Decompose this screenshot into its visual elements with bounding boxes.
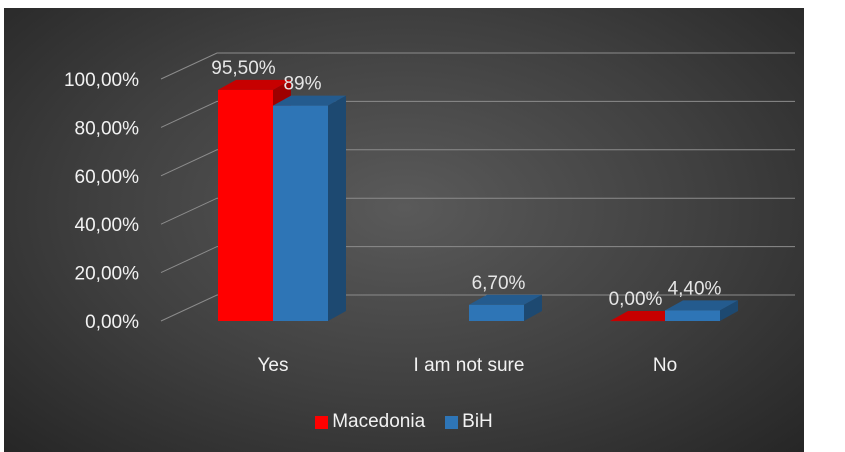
- legend-label-bih: BiH: [462, 411, 493, 432]
- y-tick-label: 40,00%: [75, 215, 140, 236]
- bar-top: [610, 311, 683, 321]
- x-tick-label: Yes: [258, 355, 289, 376]
- y-tick-label: 100,00%: [64, 70, 139, 91]
- gridline: [160, 149, 795, 177]
- bar: [273, 105, 328, 322]
- y-tick-label: 60,00%: [75, 167, 140, 188]
- gridline: [160, 100, 795, 128]
- data-label: 0,00%: [609, 289, 663, 310]
- bar-top: [218, 79, 291, 90]
- bar-top: [469, 294, 542, 305]
- data-label: 4,40%: [668, 278, 722, 299]
- bar-side: [524, 294, 542, 321]
- x-tick-label: I am not sure: [414, 355, 525, 376]
- data-label: 89%: [283, 74, 321, 95]
- legend-item-macedonia: Macedonia: [315, 411, 425, 433]
- y-tick-label: 80,00%: [75, 118, 140, 139]
- legend-label-macedonia: Macedonia: [332, 411, 426, 432]
- data-label: 95,50%: [211, 58, 276, 79]
- data-label: 6,70%: [472, 273, 526, 294]
- gridline: [160, 246, 795, 274]
- chart-plot: 0,00% 20,00% 40,00% 60,00% 80,00% 100,00% 95,5…: [64, 52, 795, 376]
- y-tick-label: 0,00%: [85, 312, 139, 333]
- legend: Macedonia BiH: [4, 408, 804, 436]
- legend-item-bih: BiH: [445, 411, 493, 433]
- gridline: [160, 197, 795, 225]
- bar-top: [273, 95, 346, 106]
- legend-swatch-bih: [445, 415, 459, 429]
- bar-side: [720, 300, 738, 321]
- bar: [218, 89, 273, 321]
- bar-top: [665, 300, 738, 311]
- bar: [665, 310, 720, 321]
- chart-area: 0,00% 20,00% 40,00% 60,00% 80,00% 100,00% 95,5…: [4, 8, 804, 452]
- gridline: [160, 294, 795, 322]
- gridline: [160, 52, 795, 80]
- y-tick-label: 20,00%: [75, 264, 140, 285]
- x-tick-label: No: [653, 355, 677, 376]
- legend-swatch-macedonia: [315, 415, 329, 429]
- bar: [469, 304, 524, 321]
- bar-side: [328, 95, 346, 322]
